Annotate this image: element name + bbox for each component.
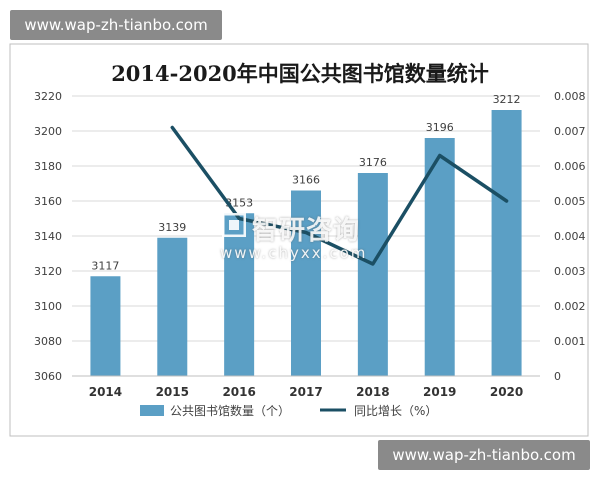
bar [291,190,321,376]
y-right-tick-label: 0.007 [554,125,586,138]
y-left-tick-label: 3200 [34,125,62,138]
y-left-tick-label: 3180 [34,160,62,173]
legend-line-label: 同比增长（%） [354,404,437,418]
bar-data-label: 3117 [91,259,119,272]
y-right-tick-label: 0.002 [554,300,586,313]
y-left-tick-label: 3080 [34,335,62,348]
bar [90,276,121,376]
x-tick-label: 2018 [356,385,389,399]
bar [424,138,455,376]
y-left-tick-label: 3140 [34,230,62,243]
chart-title: 2014-2020年中国公共图书馆数量统计 [111,61,489,86]
left-axis: 3060 3080 3100 3120 3140 3160 3180 3200 3220 [34,90,62,383]
x-tick-label: 2016 [222,385,255,399]
right-axis: 0 0.001 0.002 0.003 0.004 0.005 0.006 0.007 0.00… [554,90,586,383]
y-right-tick-label: 0.005 [554,195,586,208]
legend: 公共图书馆数量（个） 同比增长（%） [140,403,437,418]
bar [357,173,388,376]
y-left-tick-label: 3100 [34,300,62,313]
bar-data-label: 3166 [292,174,320,187]
y-right-tick-label: 0.008 [554,90,586,103]
legend-bar-swatch [140,405,164,416]
x-tick-label: 2017 [289,385,322,399]
legend-bar-label: 公共图书馆数量（个） [170,403,290,418]
x-tick-label: 2015 [156,385,189,399]
y-left-tick-label: 3220 [34,90,62,103]
y-right-tick-label: 0.003 [554,265,586,278]
y-right-tick-label: 0.001 [554,335,586,348]
bar-data-label: 3176 [359,156,387,169]
y-left-tick-label: 3120 [34,265,62,278]
bar-data-label: 3139 [158,221,186,234]
y-right-tick-label: 0.006 [554,160,586,173]
watermark-top: www.wap-zh-tianbo.com [10,10,222,40]
watermark-bottom: www.wap-zh-tianbo.com [378,440,590,470]
bar-data-label: 3196 [426,121,454,134]
x-axis: 2014 2015 2016 2017 2018 2019 2020 [72,375,540,399]
bar [157,237,188,376]
bar [491,110,522,376]
x-tick-label: 2014 [89,385,122,399]
y-left-tick-label: 3160 [34,195,62,208]
growth-line [170,125,509,266]
line-series [170,125,509,266]
bar-data-label: 3153 [225,196,253,209]
x-tick-label: 2020 [490,385,523,399]
bar [224,213,255,376]
y-right-tick-label: 0 [554,370,561,383]
x-tick-label: 2019 [423,385,456,399]
y-left-tick-label: 3060 [34,370,62,383]
bar-series: 3117 3139 3153 3166 3176 3196 3212 [90,93,522,376]
y-right-tick-label: 0.004 [554,230,586,243]
bar-data-label: 3212 [493,93,521,106]
